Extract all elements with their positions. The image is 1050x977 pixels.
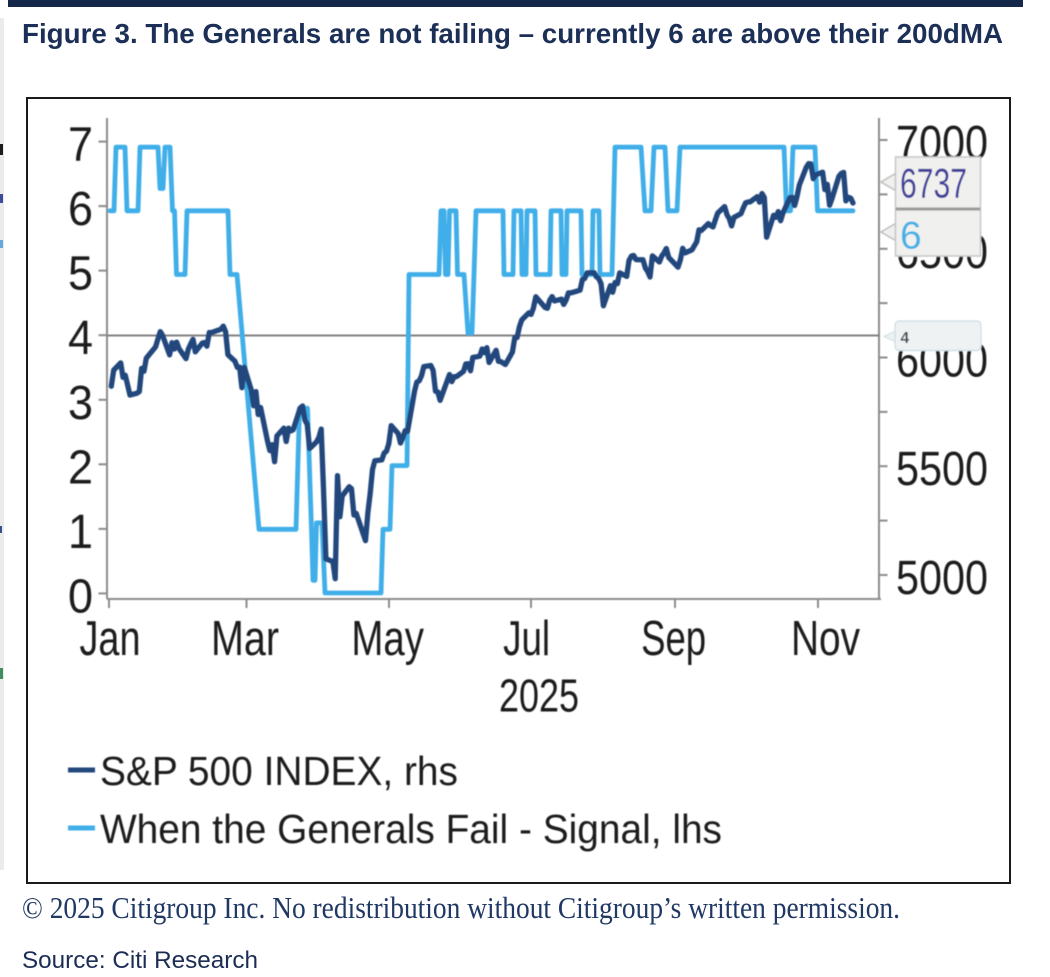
svg-text:2: 2 <box>68 441 93 494</box>
svg-text:Mar: Mar <box>211 612 279 666</box>
svg-text:7: 7 <box>68 119 93 172</box>
svg-text:6: 6 <box>900 215 922 258</box>
svg-text:5: 5 <box>68 248 93 301</box>
svg-text:When the Generals Fail - Signa: When the Generals Fail - Signal, lhs <box>100 806 722 852</box>
svg-text:3: 3 <box>68 377 93 430</box>
svg-text:2025: 2025 <box>499 670 579 722</box>
svg-text:Sep: Sep <box>641 612 706 666</box>
svg-text:6: 6 <box>68 183 93 236</box>
svg-text:© 2025 Citigroup Inc. No redis: © 2025 Citigroup Inc. No redistribution … <box>22 890 900 925</box>
svg-text:S&P 500 INDEX, rhs: S&P 500 INDEX, rhs <box>100 748 458 794</box>
svg-text:Jan: Jan <box>80 612 141 666</box>
svg-text:Figure 3. The Generals are not: Figure 3. The Generals are not failing –… <box>22 18 1003 49</box>
svg-text:Nov: Nov <box>791 612 860 666</box>
svg-text:4: 4 <box>901 330 910 347</box>
svg-text:5500: 5500 <box>896 443 988 496</box>
svg-text:0: 0 <box>68 570 93 623</box>
svg-text:6737: 6737 <box>900 160 967 207</box>
svg-text:May: May <box>351 612 424 666</box>
svg-text:1: 1 <box>68 506 93 559</box>
svg-text:4: 4 <box>68 312 93 365</box>
svg-text:5000: 5000 <box>896 552 988 605</box>
svg-text:Jul: Jul <box>503 612 550 666</box>
svg-text:Source: Citi Research: Source: Citi Research <box>22 947 258 974</box>
